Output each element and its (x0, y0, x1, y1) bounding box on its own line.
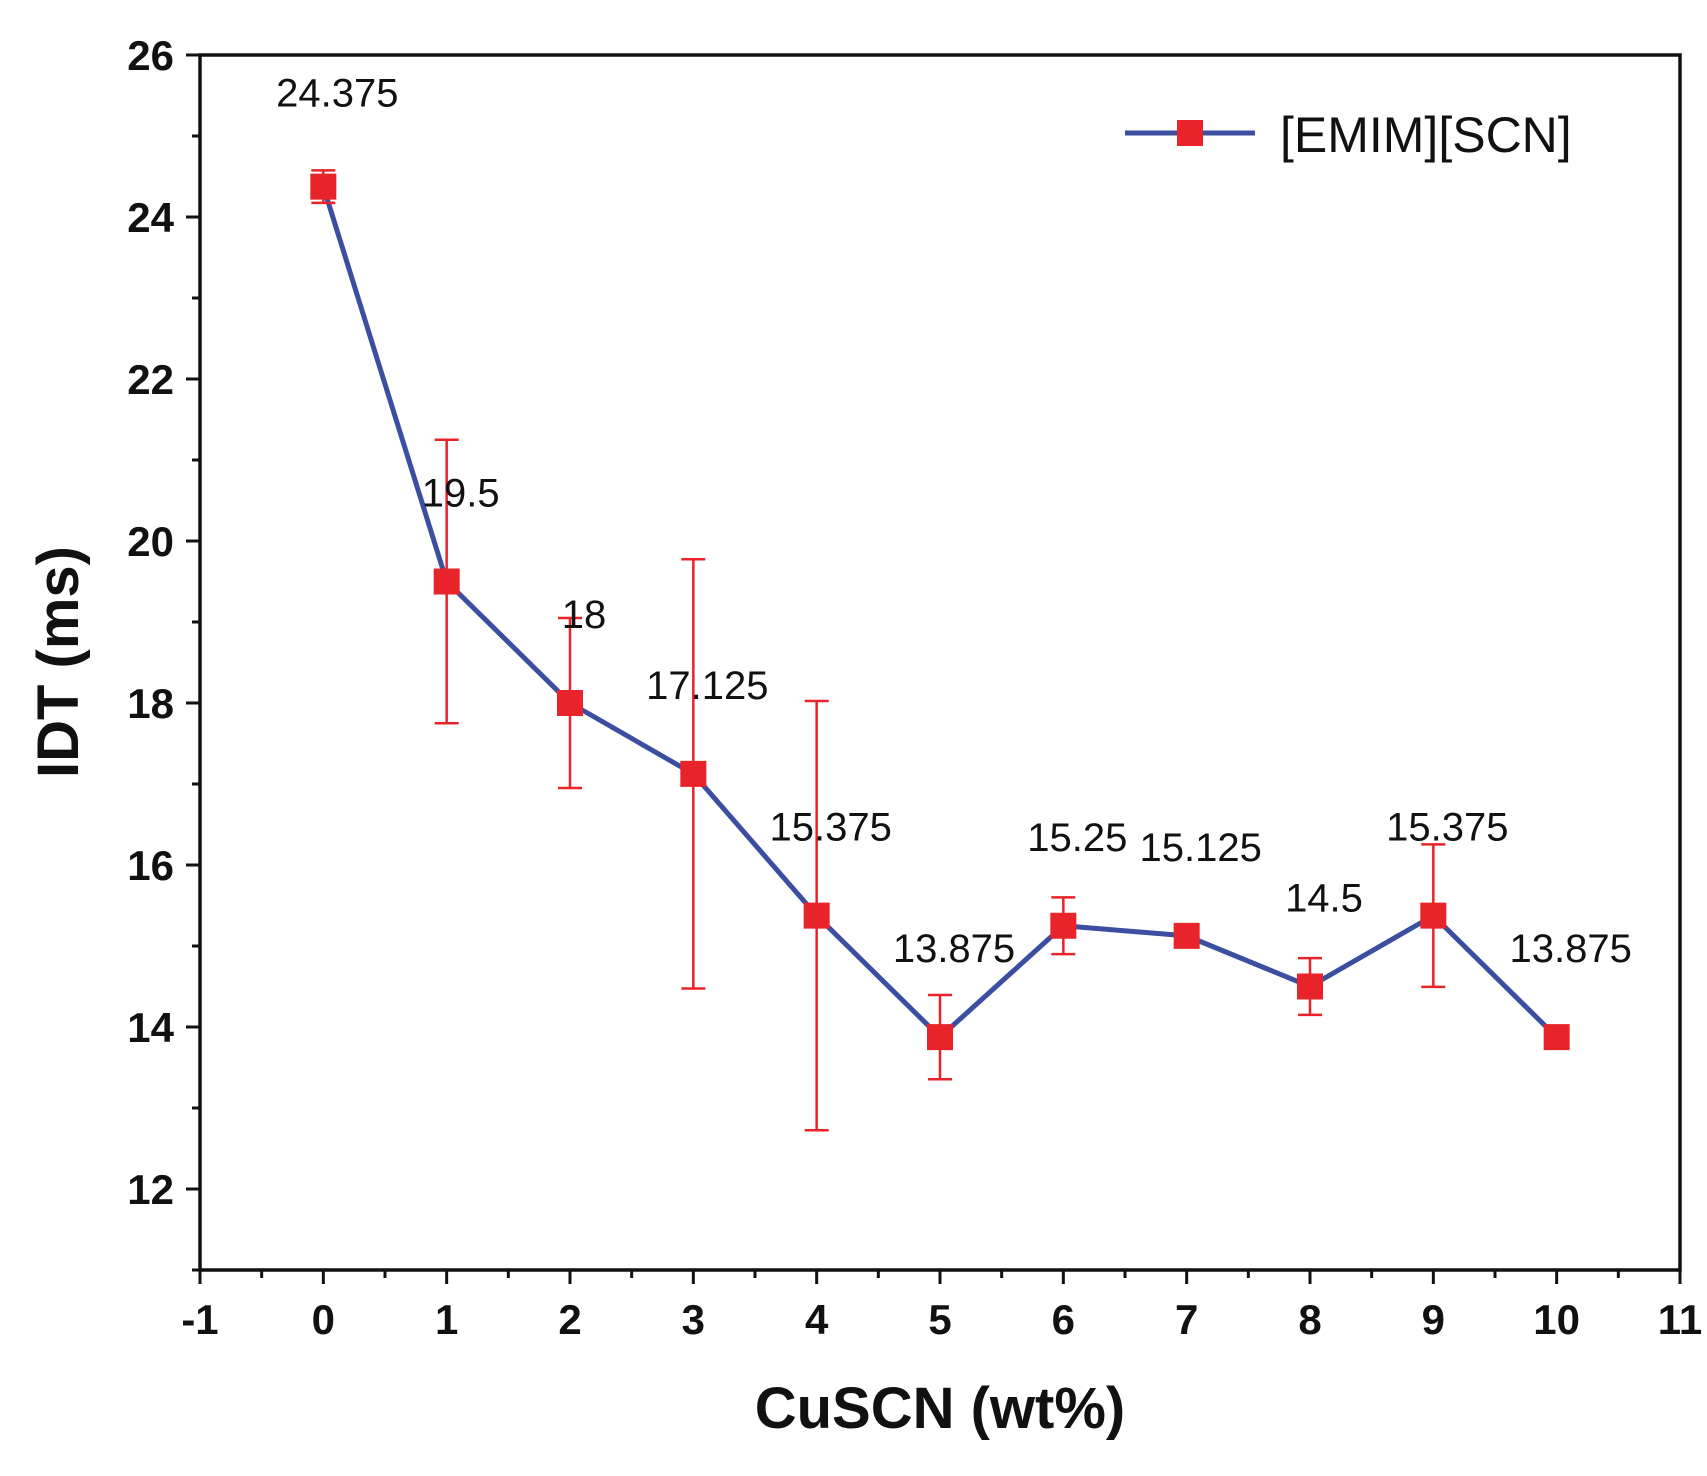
data-point (433, 568, 460, 595)
x-tick-label: 1 (435, 1296, 458, 1343)
y-axis: 12 14 16 18 20 22 24 26 (127, 32, 200, 1272)
x-tick-label: 10 (1533, 1296, 1580, 1343)
x-axis: -1 0 1 2 3 4 5 6 7 8 9 10 11 (181, 1270, 1702, 1343)
series-line (320, 185, 1559, 1040)
x-tick-label: 4 (805, 1296, 829, 1343)
data-point (1297, 973, 1323, 1000)
data-label: 24.375 (276, 72, 398, 116)
legend: [EMIM][SCN] (1125, 107, 1572, 163)
x-tick-label: -1 (181, 1296, 218, 1343)
data-label: 13.875 (1509, 927, 1631, 971)
legend-label: [EMIM][SCN] (1280, 107, 1572, 163)
y-tick-label: 12 (127, 1166, 174, 1213)
y-tick-label: 26 (127, 32, 174, 79)
x-tick-label: 8 (1298, 1296, 1321, 1343)
x-tick-label: 9 (1422, 1296, 1445, 1343)
data-label: 15.125 (1139, 826, 1261, 870)
y-axis-title: IDT (ms) (26, 546, 91, 778)
data-point (557, 690, 583, 716)
plot-frame (198, 53, 1682, 1272)
data-label: 14.5 (1285, 877, 1363, 921)
y-tick-label: 14 (127, 1004, 174, 1051)
data-label: 18 (562, 593, 607, 637)
data-label: 13.875 (893, 927, 1015, 971)
data-label: 15.25 (1027, 816, 1127, 860)
data-point (927, 1024, 953, 1051)
y-tick-label: 22 (127, 356, 174, 403)
x-tick-label: 6 (1052, 1296, 1075, 1343)
data-label: 17.125 (646, 664, 768, 708)
x-tick-label: 3 (682, 1296, 705, 1343)
x-tick-label: 2 (558, 1296, 581, 1343)
y-tick-label: 16 (127, 842, 174, 889)
data-point (803, 902, 830, 929)
data-point (310, 173, 337, 200)
data-label: 19.5 (422, 472, 500, 516)
legend-marker (1177, 120, 1203, 146)
data-label: 15.375 (1386, 806, 1508, 850)
x-tick-label: 0 (312, 1296, 335, 1343)
x-tick-label: 7 (1175, 1296, 1198, 1343)
series-layer: 24.375 19.5 18 17.125 15.375 13.875 15.25 15.12… (276, 72, 1632, 1132)
data-point (1543, 1024, 1570, 1051)
y-tick-label: 24 (127, 194, 174, 241)
y-tick-label: 18 (127, 680, 174, 727)
x-tick-label: 11 (1658, 1296, 1702, 1343)
data-point (680, 760, 707, 787)
x-axis-title: CuSCN (wt%) (755, 1376, 1126, 1441)
data-label: 15.375 (769, 806, 891, 850)
data-point (1050, 912, 1077, 939)
y-tick-label: 20 (127, 518, 174, 565)
data-point (1420, 902, 1447, 929)
data-point (1173, 922, 1200, 949)
x-tick-label: 5 (928, 1296, 951, 1343)
